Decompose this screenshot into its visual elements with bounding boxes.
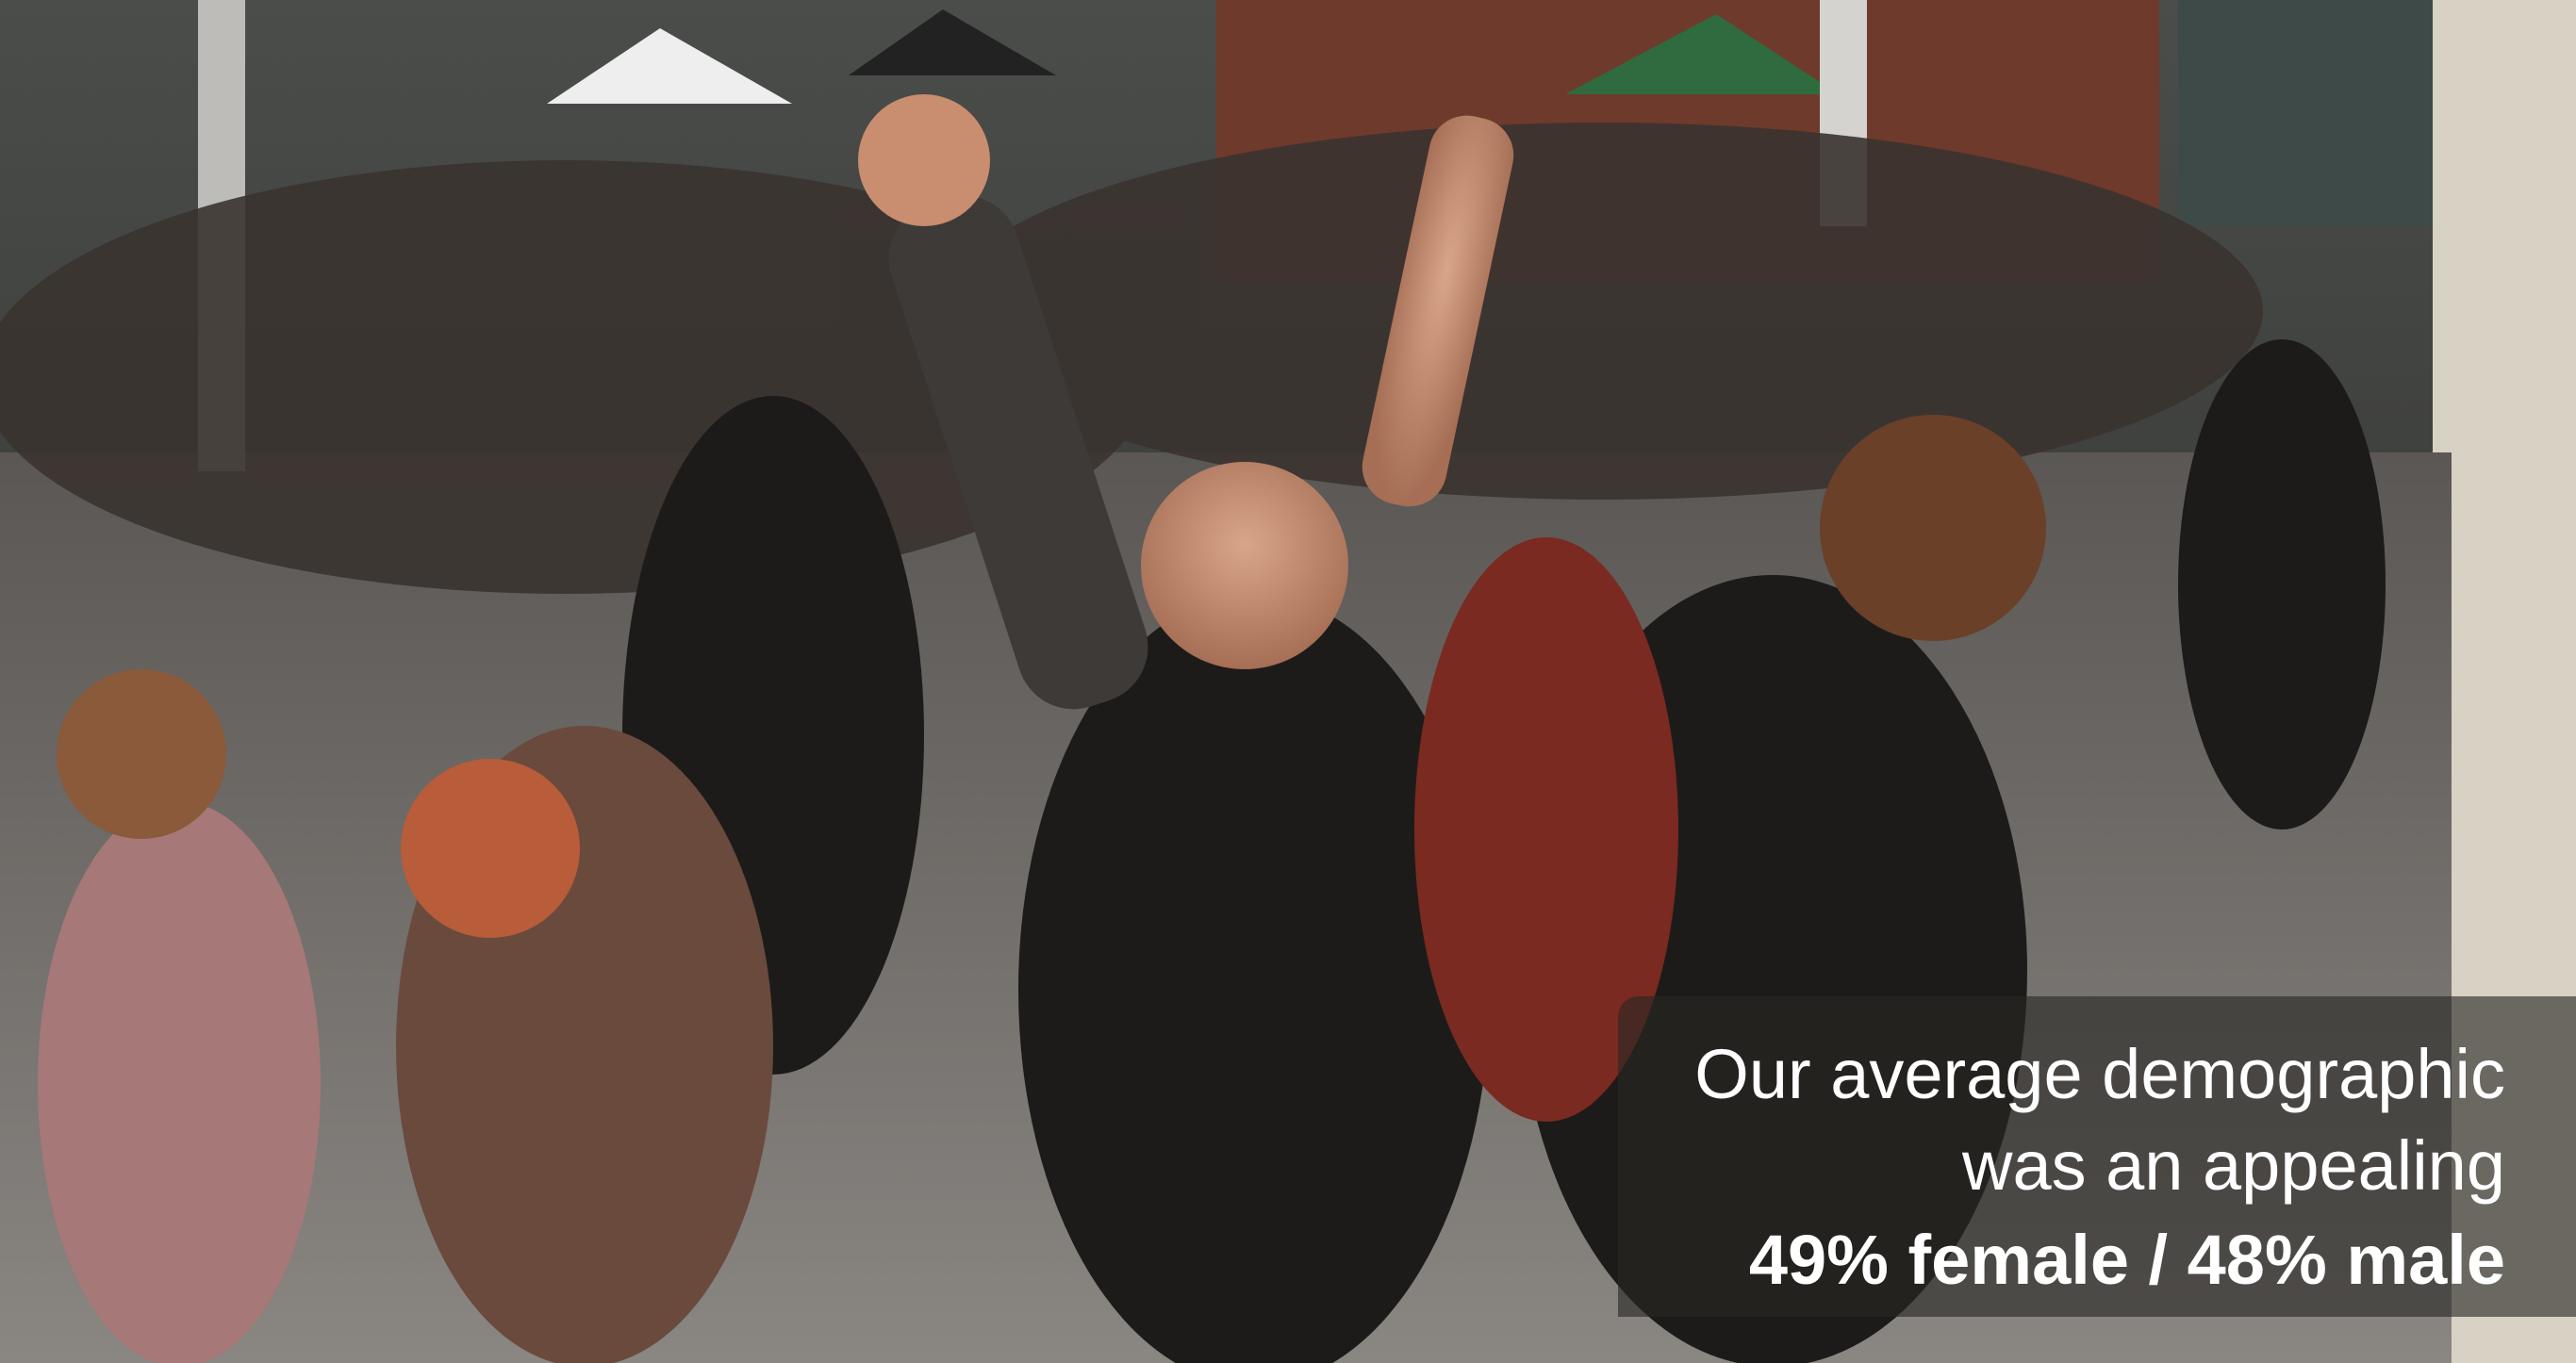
slide: Our average demographic was an appealing…	[0, 0, 2576, 1363]
caption-line: Our average demographic	[1694, 1040, 2505, 1109]
caption-line: was an appealing	[1962, 1131, 2505, 1201]
caption-highlight: 49% female / 48% male	[1749, 1225, 2505, 1295]
